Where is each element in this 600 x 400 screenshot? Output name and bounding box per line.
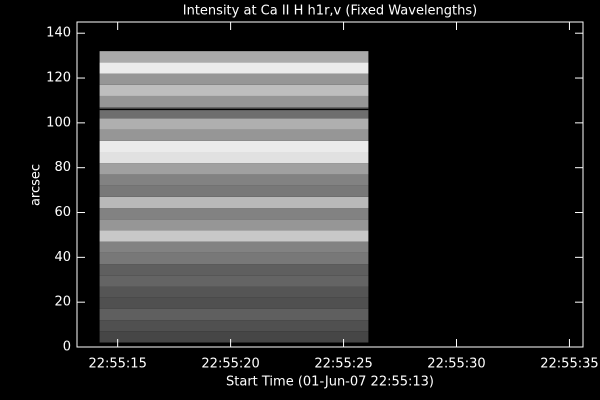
image-row [99, 320, 369, 332]
image-row [99, 129, 369, 141]
image-row [99, 264, 369, 276]
image-row [99, 252, 369, 265]
x-tick-label: 22:55:15 [88, 357, 146, 372]
image-row [99, 230, 369, 242]
x-tick-label: 22:55:30 [427, 357, 485, 372]
image-row [99, 308, 369, 321]
plot-frame [76, 21, 584, 348]
image-row [99, 95, 369, 108]
image-row [99, 331, 369, 343]
image-row [99, 219, 369, 231]
x-axis-label: Start Time (01-Jun-07 22:55:13) [226, 375, 434, 390]
image-row [99, 152, 369, 164]
image-row [99, 140, 369, 152]
y-tick-label: 20 [54, 295, 71, 310]
image-row [99, 62, 369, 74]
image-row [99, 51, 369, 63]
y-tick-label: 140 [46, 26, 71, 41]
image [99, 51, 369, 343]
image-row [99, 208, 369, 220]
x-tick-label: 22:55:25 [314, 357, 372, 372]
image-row [99, 107, 369, 119]
image-row [99, 84, 369, 96]
image-row [99, 241, 369, 253]
image-row [99, 73, 369, 85]
image-row [99, 185, 369, 197]
image-row [99, 174, 369, 186]
x-tick-label: 22:55:20 [201, 357, 259, 372]
y-tick-label: 100 [46, 115, 71, 130]
image-row [99, 275, 369, 287]
image-row [99, 297, 369, 309]
image-row [99, 118, 369, 130]
image-row [99, 196, 369, 209]
y-tick-label: 80 [54, 160, 71, 175]
image-row [99, 163, 369, 175]
y-tick-label: 40 [54, 250, 71, 265]
y-tick-label: 120 [46, 71, 71, 86]
x-tick-label: 22:55:35 [540, 357, 598, 372]
y-axis-label: arcsec [29, 164, 44, 206]
y-tick-label: 0 [63, 340, 71, 355]
chart-title: Intensity at Ca II H h1r,v (Fixed Wavele… [183, 4, 477, 19]
y-tick-label: 60 [54, 205, 71, 220]
image-row [99, 286, 369, 298]
